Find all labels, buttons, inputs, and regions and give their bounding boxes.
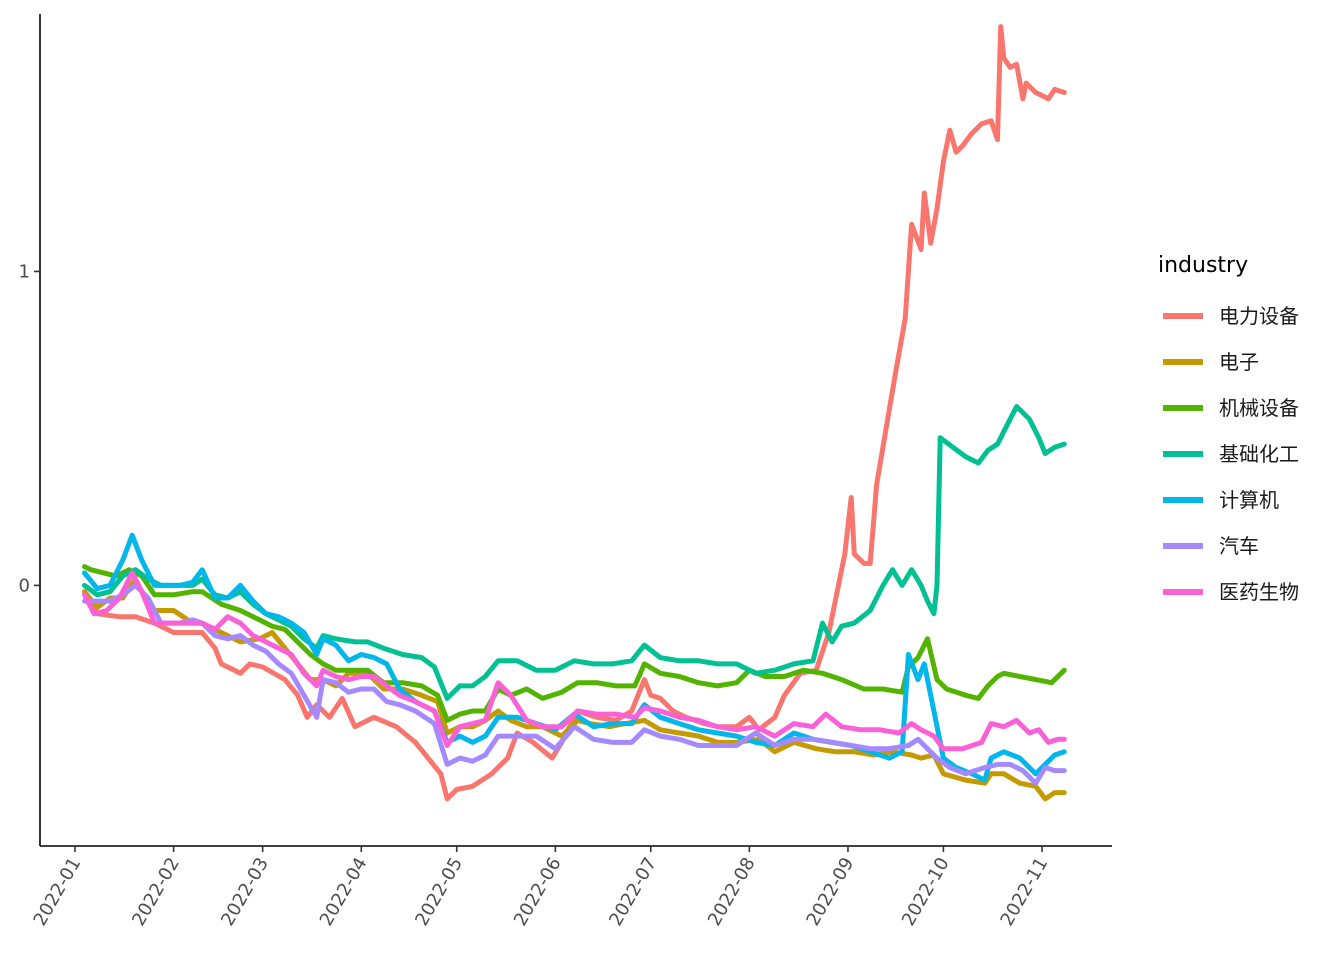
series-line-4 [82,404,1067,701]
legend-label-2: 电子 [1219,350,1259,374]
series-line-2 [82,576,1067,802]
legend-label-7: 医药生物 [1219,580,1299,604]
x-tick-label: 2022-04 [316,854,372,930]
legend-label-5: 计算机 [1219,488,1279,512]
series-layer [82,24,1067,802]
x-tick-label: 2022-03 [217,854,273,930]
x-tick-label: 2022-11 [997,854,1053,930]
y-tick-label: 1 [19,261,30,282]
legend-label-1: 电力设备 [1219,304,1299,328]
x-tick-label: 2022-05 [411,854,467,930]
series-line-7 [82,570,1067,752]
x-tick-label: 2022-01 [30,854,86,930]
legend-title: industry [1158,253,1248,278]
x-tick-label: 2022-02 [128,854,184,930]
legend-label-6: 汽车 [1219,534,1259,558]
x-tick-label: 2022-10 [898,854,954,930]
legend-label-3: 机械设备 [1219,396,1299,420]
legend-label-4: 基础化工 [1219,442,1299,466]
x-tick-label: 2022-08 [704,854,760,930]
series-line-3 [82,564,1067,723]
x-tick-label: 2022-06 [510,854,566,930]
series-line-6 [82,582,1067,786]
x-tick-label: 2022-09 [803,854,859,930]
x-tick-label: 2022-07 [605,854,661,930]
y-tick-label: 0 [19,575,30,596]
